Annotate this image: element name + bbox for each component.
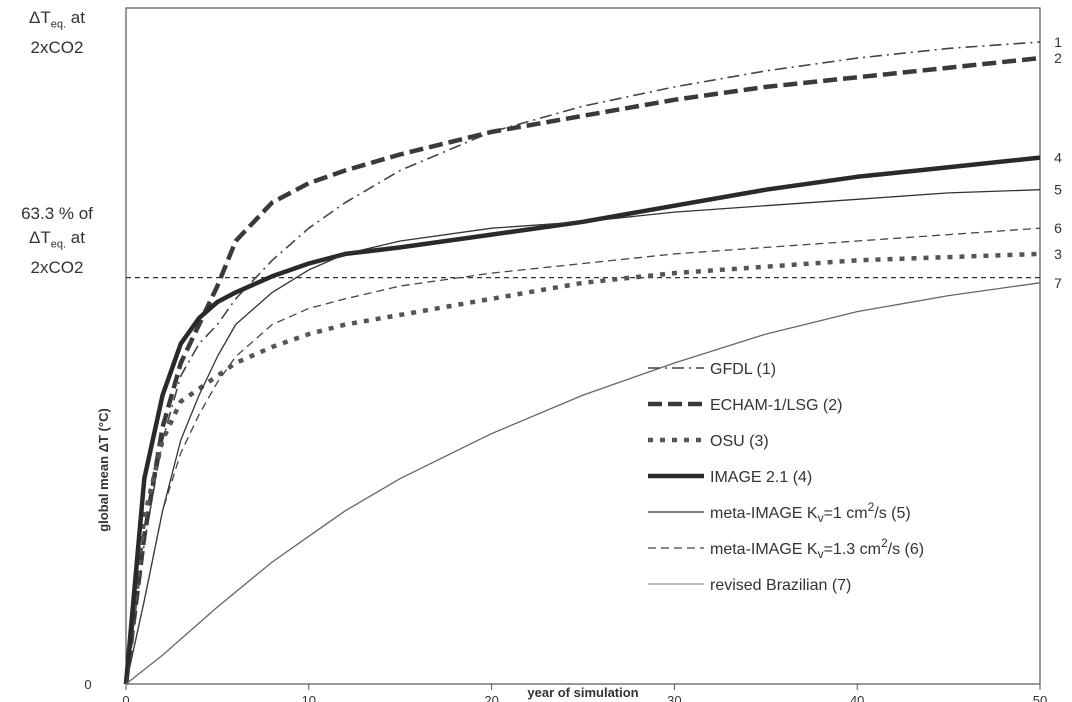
legend-item-2: ECHAM-1/LSG (2) — [710, 397, 842, 414]
x-tick-label: 30 — [667, 693, 681, 702]
series-line-1 — [125, 41, 1041, 685]
legend-item-5: meta-IMAGE Kv=1 cm2/s (5) — [710, 500, 911, 525]
x-axis-label: year of simulation — [527, 685, 638, 700]
x-tick-label: 10 — [302, 693, 316, 702]
y-tick-label: 0 — [84, 677, 91, 692]
series-line-5 — [125, 189, 1041, 685]
series-end-label-6: 6 — [1054, 220, 1062, 236]
y-axis-label: global mean ΔT (°C) — [96, 408, 111, 532]
top-level-label: ΔTeq. at 2xCO2 — [29, 8, 85, 58]
series-end-labels: 12 3 4 5 6 7 — [1054, 34, 1062, 291]
series-line-2 — [123, 55, 1041, 685]
y-axis-ticks: 0 — [84, 677, 91, 692]
x-tick-label: 50 — [1033, 693, 1047, 702]
series-end-label-2: 2 — [1054, 50, 1062, 66]
x-tick-label: 40 — [850, 693, 864, 702]
series-line-7 — [125, 282, 1041, 685]
legend: GFDL (1) ECHAM-1/LSG (2) OSU (3) IMAGE 2.1 … — [648, 361, 924, 594]
series-line-4 — [123, 155, 1041, 685]
series-end-label-4: 4 — [1054, 150, 1062, 166]
series-layer — [123, 41, 1041, 685]
legend-item-3: OSU (3) — [710, 433, 769, 450]
series-line-3 — [123, 251, 1041, 685]
series-end-label-3: 3 — [1054, 246, 1062, 262]
series-end-label-1: 1 — [1054, 34, 1062, 50]
legend-item-1: GFDL (1) — [710, 361, 776, 378]
x-tick-label: 0 — [122, 693, 129, 702]
series-line-6 — [125, 227, 1041, 685]
plot-frame — [125, 7, 1041, 685]
x-axis-ticks: 0 10 20 30 40 50 — [122, 684, 1047, 702]
x-tick-label: 20 — [484, 693, 498, 702]
legend-item-6: meta-IMAGE Kv=1.3 cm2/s (6) — [710, 536, 924, 561]
reference-level-label: 63.3 % of ΔTeq. at 2xCO2 — [21, 204, 93, 278]
series-end-label-7: 7 — [1054, 275, 1062, 291]
legend-item-4: IMAGE 2.1 (4) — [710, 469, 812, 486]
legend-item-7: revised Brazilian (7) — [710, 577, 851, 594]
series-end-label-5: 5 — [1054, 182, 1062, 198]
